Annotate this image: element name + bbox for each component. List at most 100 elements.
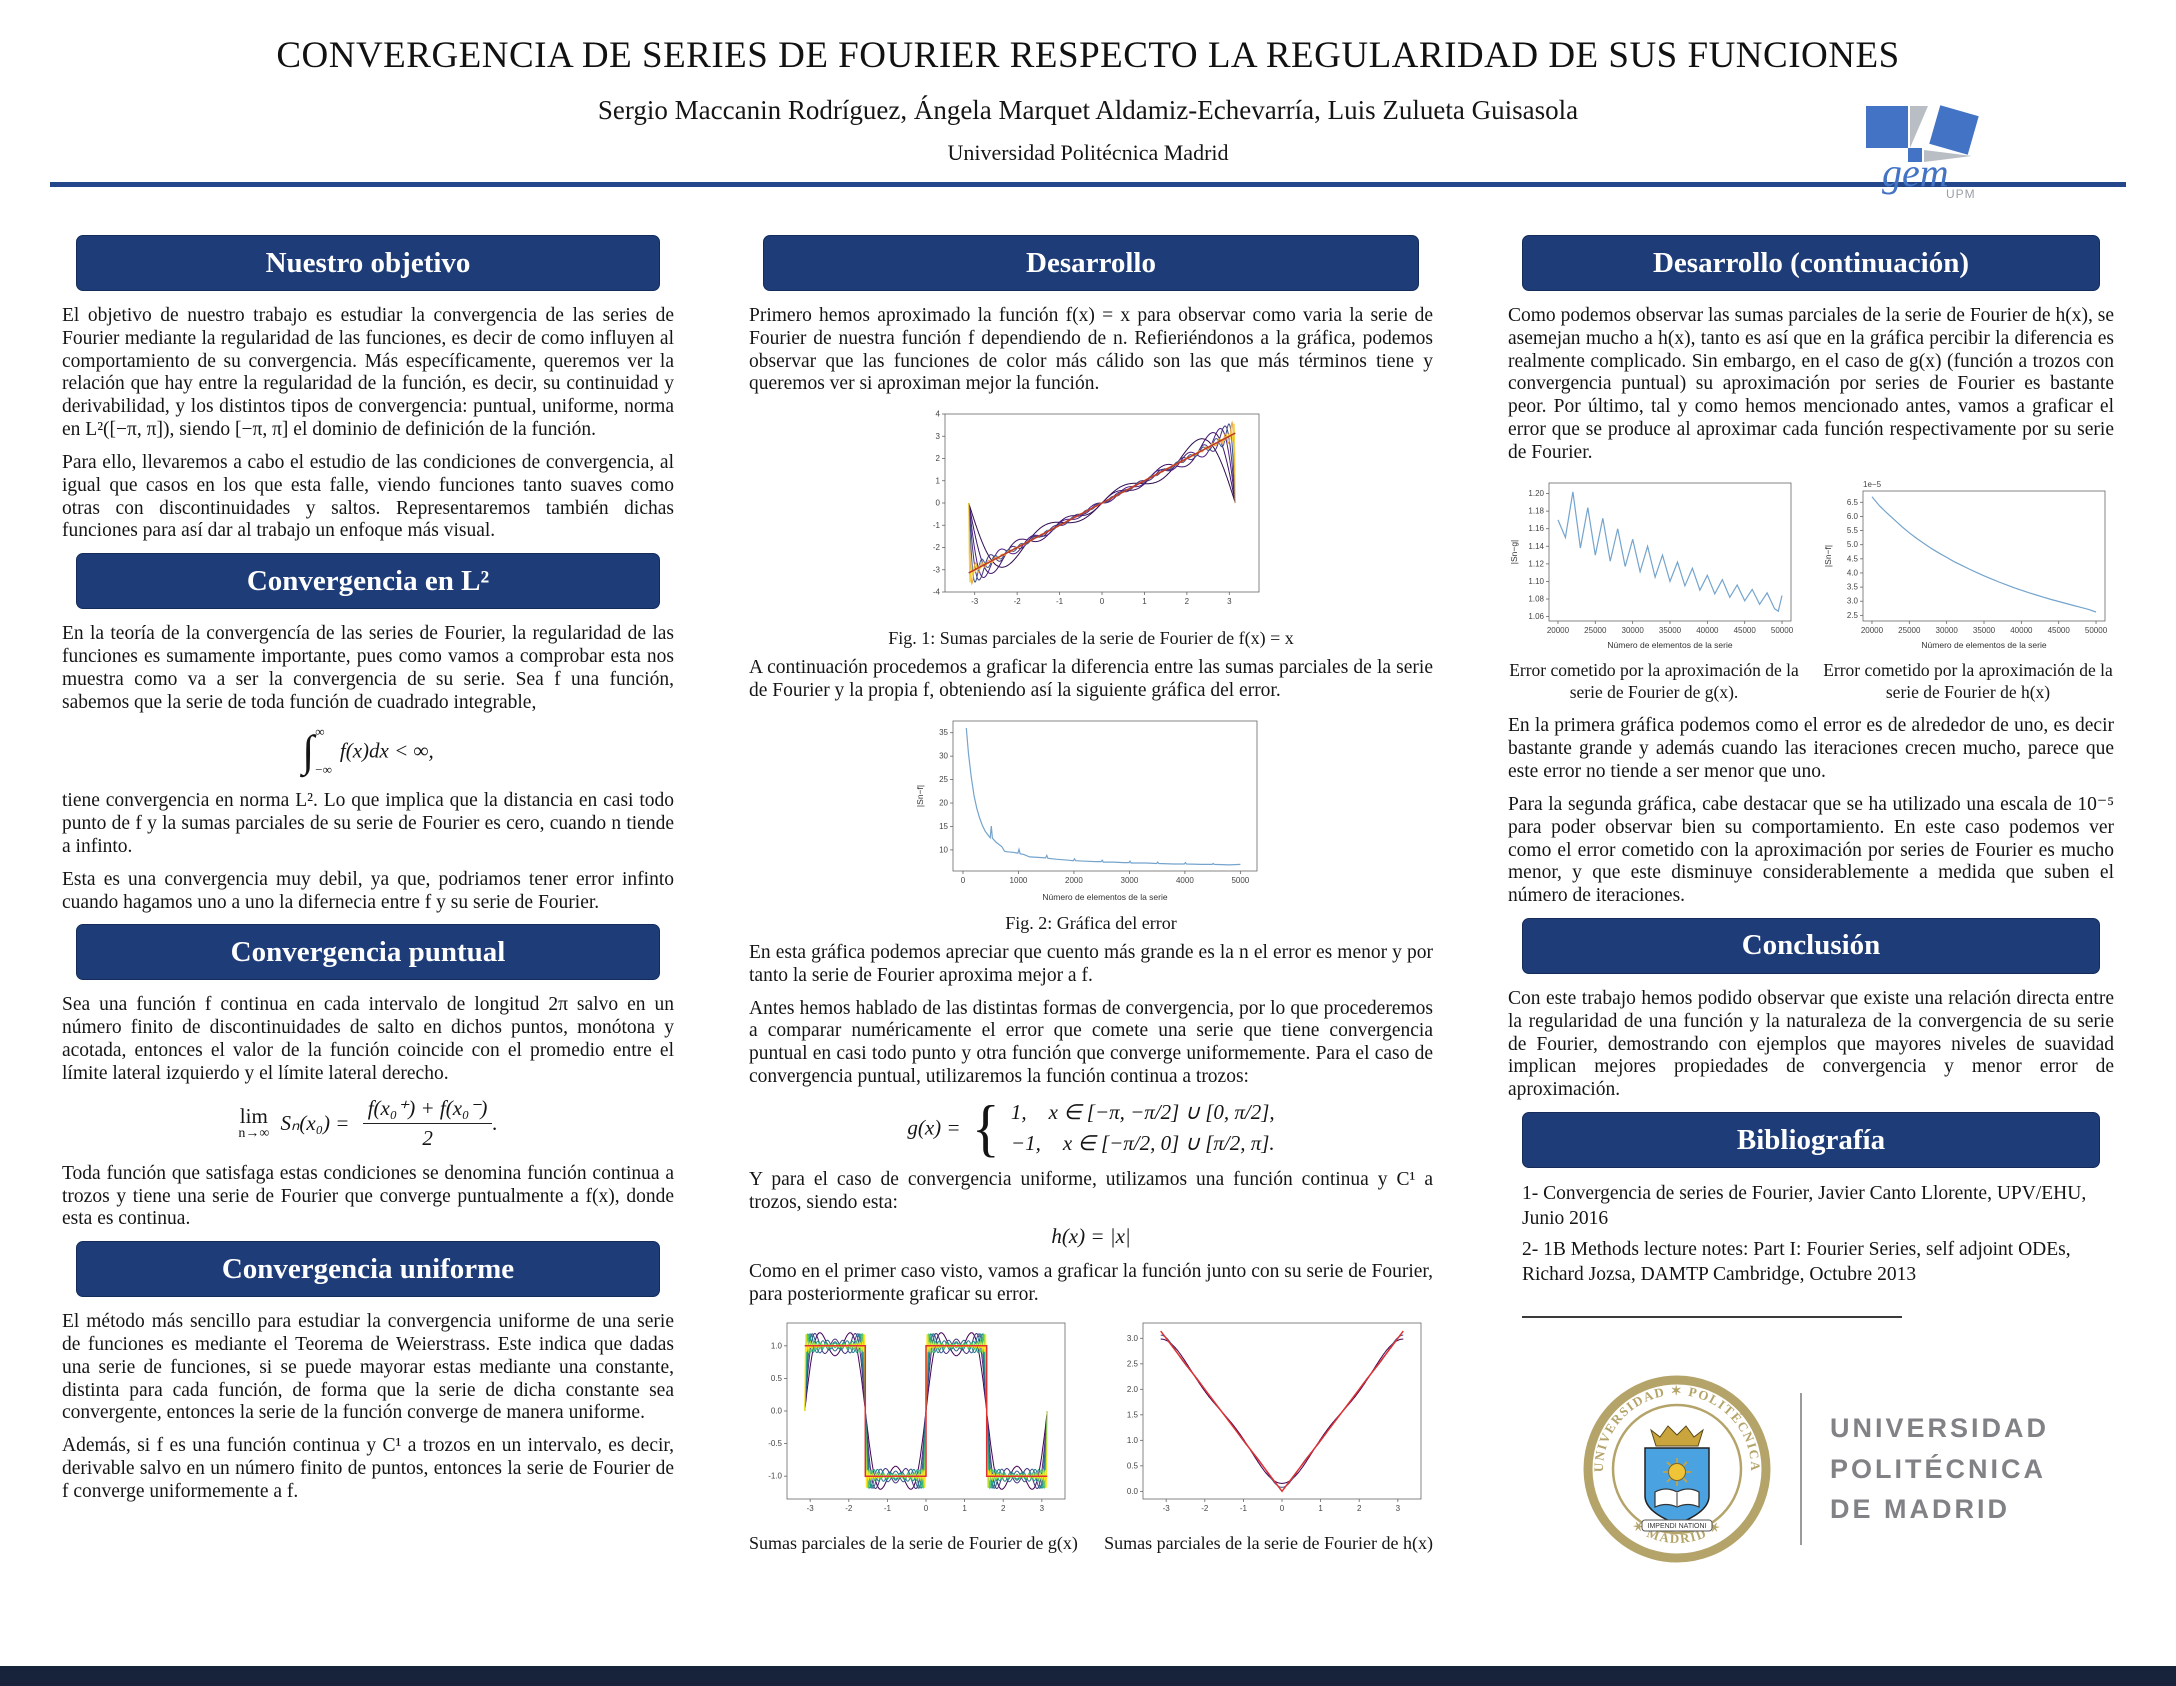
- section-header-desarrollo: Desarrollo: [763, 235, 1419, 291]
- figure-sums-h: -3 -2 -1 0 1 2 3 0.0 0.5 1.0 1.5 2.0 2.5 3.0 Sumas pa…: [1104, 1317, 1433, 1554]
- svg-text:3: 3: [1395, 1504, 1400, 1513]
- svg-text:0.0: 0.0: [771, 1407, 783, 1416]
- error-figure-row: 20000 25000 30000 35000 40000 45000 50000 1.06 1…: [1508, 475, 2114, 704]
- svg-text:30: 30: [939, 752, 948, 761]
- svg-text:-2: -2: [1201, 1504, 1209, 1513]
- svg-text:4: 4: [936, 410, 941, 419]
- l2-paragraph-1: En la teoría de la convergencía de las s…: [62, 623, 674, 713]
- figure-sums-g: -3 -2 -1 0 1 2 3 -1.0 -0.5 0.0 0.5 1.0 Sumas parcia…: [749, 1317, 1078, 1554]
- svg-text:-2: -2: [1014, 597, 1022, 606]
- bottom-figure-row: -3 -2 -1 0 1 2 3 -1.0 -0.5 0.0 0.5 1.0 Sumas parcia…: [749, 1317, 1433, 1554]
- fraction-numerator: f(x₀⁺) + f(x₀⁻): [362, 1096, 493, 1124]
- svg-text:-1: -1: [933, 521, 941, 530]
- seal-motto-text: IMPENDI NATIONI: [1648, 1523, 1707, 1530]
- svg-text:0: 0: [924, 1504, 929, 1513]
- svg-text:45000: 45000: [2048, 626, 2071, 635]
- err-h-plot: 20000 25000 30000 35000 40000 45000 50000 2.5 3.…: [1823, 480, 2108, 650]
- sums-h-caption: Sumas parciales de la serie de Fourier d…: [1104, 1533, 1433, 1553]
- svg-text:1: 1: [936, 477, 941, 486]
- svg-text:Número de elementos de la seri: Número de elementos de la serie: [1042, 892, 1167, 902]
- svg-text:0.0: 0.0: [1126, 1487, 1138, 1496]
- section-header-puntual: Convergencia puntual: [76, 924, 660, 981]
- limit-operator: lim: [239, 1104, 268, 1129]
- section-header-bibliografia: Bibliografía: [1522, 1112, 2100, 1168]
- svg-text:40000: 40000: [1696, 626, 1719, 635]
- svg-text:4000: 4000: [1176, 876, 1194, 885]
- svg-text:3: 3: [1227, 597, 1232, 606]
- upm-wordmark-line-1: UNIVERSIDAD: [1830, 1413, 2050, 1444]
- svg-text:2: 2: [1185, 597, 1190, 606]
- continuacion-paragraph-3: Para la segunda gráfica, cabe destacar q…: [1508, 793, 2114, 907]
- svg-text:3.0: 3.0: [1126, 1334, 1138, 1343]
- objetivo-paragraph-2: Para ello, llevaremos a cabo el estudio …: [62, 451, 674, 542]
- seal-motto-banner: [1641, 1519, 1713, 1532]
- svg-text:-3: -3: [807, 1504, 815, 1513]
- figure-err-h: 20000 25000 30000 35000 40000 45000 50000 2.5 3.…: [1822, 475, 2114, 704]
- svg-text:|Sn−g|: |Sn−g|: [1509, 539, 1519, 564]
- svg-text:0.5: 0.5: [1126, 1461, 1138, 1470]
- svg-text:2.5: 2.5: [1126, 1359, 1138, 1368]
- svg-text:2: 2: [936, 454, 941, 463]
- l2-integral-formula: ∫ ∞ −∞ f(x)dx < ∞,: [62, 724, 674, 778]
- err-h-caption: Error cometido por la aproximación de la…: [1823, 659, 2113, 702]
- sums-g-caption: Sumas parciales de la serie de Fourier d…: [749, 1533, 1078, 1553]
- svg-text:2.0: 2.0: [1126, 1385, 1138, 1394]
- g-formula-lhs: g(x) =: [907, 1115, 961, 1140]
- svg-text:1.08: 1.08: [1528, 594, 1544, 603]
- svg-text:-2: -2: [933, 543, 941, 552]
- svg-text:1.14: 1.14: [1528, 541, 1544, 550]
- svg-text:1.06: 1.06: [1528, 612, 1544, 621]
- svg-text:50000: 50000: [1771, 626, 1794, 635]
- gem-logo-gray-wedge: [1924, 150, 1972, 162]
- poster-authors: Sergio Maccanin Rodríguez, Ángela Marque…: [597, 95, 1579, 125]
- column-middle: Desarrollo Primero hemos aproximado la f…: [749, 227, 1433, 1564]
- limit-subscript: n→∞: [238, 1126, 270, 1142]
- formula-period: .: [492, 1110, 498, 1135]
- poster-header: CONVERGENCIA DE SERIES DE FOURIER RESPEC…: [0, 0, 2176, 166]
- svg-text:6.5: 6.5: [1847, 497, 1859, 506]
- section-header-l2: Convergencia en L²: [76, 553, 660, 610]
- seal-sun-center: [1668, 1462, 1686, 1481]
- svg-text:3.0: 3.0: [1847, 596, 1859, 605]
- logo-divider: [1800, 1392, 1802, 1545]
- section-title-continuacion: Desarrollo (continuación): [1652, 246, 1970, 279]
- puntual-paragraph-2: Toda función que satisfaga estas condici…: [62, 1162, 674, 1230]
- svg-text:1000: 1000: [1010, 876, 1028, 885]
- svg-text:2000: 2000: [1065, 876, 1083, 885]
- svg-text:30000: 30000: [1936, 626, 1959, 635]
- svg-text:15: 15: [939, 822, 948, 831]
- gem-logo-text: gem: [1882, 150, 1949, 195]
- section-header-objetivo: Nuestro objetivo: [76, 235, 660, 291]
- g-case-2-domain: x ∈ [−π/2, 0] ∪ [π/2, π].: [1062, 1130, 1275, 1155]
- conclusion-paragraph-1: Con este trabajo hemos podido observar q…: [1508, 987, 2114, 1101]
- svg-text:1.20: 1.20: [1528, 489, 1544, 498]
- svg-text:-0.5: -0.5: [769, 1439, 783, 1448]
- reference-item-2: 2- 1B Methods lecture notes: Part I: Fou…: [1522, 1238, 2071, 1285]
- svg-text:-1: -1: [1239, 1504, 1247, 1513]
- h-formula: h(x) = |x|: [1051, 1224, 1131, 1249]
- svg-text:20: 20: [939, 798, 948, 807]
- svg-text:3.5: 3.5: [1847, 582, 1859, 591]
- poster-body: Nuestro objetivo El objetivo de nuestro …: [0, 187, 2176, 1564]
- gem-logo-small-square: [1908, 148, 1922, 162]
- svg-text:1: 1: [1142, 597, 1147, 606]
- svg-text:35000: 35000: [1973, 626, 1996, 635]
- svg-text:25000: 25000: [1584, 626, 1607, 635]
- svg-text:30000: 30000: [1622, 626, 1645, 635]
- puntual-paragraph-1: Sea una función f continua en cada inter…: [62, 994, 674, 1084]
- l2-paragraph-3: Esta es una convergencia muy debil, ya q…: [62, 868, 674, 913]
- cases-brace: {: [971, 1091, 1000, 1163]
- svg-text:10: 10: [939, 845, 948, 854]
- desarrollo-paragraph-2: A continuación procedemos a graficar la …: [749, 657, 1433, 702]
- svg-text:0: 0: [1100, 597, 1105, 606]
- svg-text:1.10: 1.10: [1528, 577, 1544, 586]
- svg-text:-2: -2: [846, 1504, 854, 1513]
- puntual-limit-formula: lim n→∞ Sₙ(x₀) = f(x₀⁺) + f(x₀⁻) 2.: [62, 1096, 674, 1151]
- svg-text:0.5: 0.5: [771, 1374, 783, 1383]
- section-title-puntual: Convergencia puntual: [230, 935, 506, 968]
- svg-text:1.5: 1.5: [1126, 1410, 1138, 1419]
- svg-text:45000: 45000: [1734, 626, 1757, 635]
- integral-lower-limit: −∞: [315, 762, 332, 778]
- svg-text:4.5: 4.5: [1847, 554, 1859, 563]
- fig1-partial-sums-plot: -3 -2 -1 0 1 2 3 -4 -3 -2 -1 0 1 2 3 4: [933, 410, 1260, 606]
